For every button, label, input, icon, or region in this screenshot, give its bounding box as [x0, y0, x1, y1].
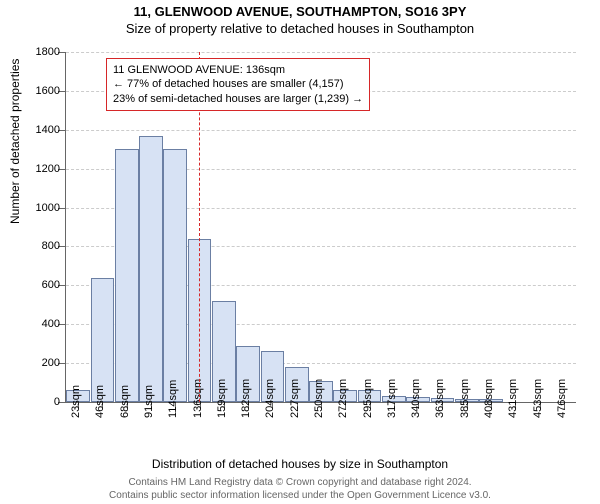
- histogram-chart: 02004006008001000120014001600180023sqm46…: [65, 52, 575, 402]
- y-tick-label: 1200: [20, 163, 60, 175]
- y-tick-label: 1800: [20, 46, 60, 58]
- histogram-bar: [139, 136, 163, 402]
- attribution-footer: Contains HM Land Registry data © Crown c…: [0, 477, 600, 502]
- x-axis-label: Distribution of detached houses by size …: [0, 457, 600, 471]
- y-tick-label: 600: [20, 279, 60, 291]
- histogram-bar: [115, 149, 139, 402]
- histogram-bar: [91, 278, 115, 402]
- page-title: 11, GLENWOOD AVENUE, SOUTHAMPTON, SO16 3…: [0, 4, 600, 19]
- footer-line: Contains HM Land Registry data © Crown c…: [0, 477, 600, 490]
- chart-subtitle: Size of property relative to detached ho…: [0, 21, 600, 36]
- y-tick-label: 800: [20, 240, 60, 252]
- y-tick-label: 200: [20, 357, 60, 369]
- annotation-line: 23% of semi-detached houses are larger (…: [113, 92, 363, 106]
- footer-line: Contains public sector information licen…: [0, 490, 600, 503]
- y-tick-label: 1600: [20, 85, 60, 97]
- y-tick-label: 0: [20, 396, 60, 408]
- y-tick-label: 1000: [20, 202, 60, 214]
- y-tick-label: 400: [20, 318, 60, 330]
- gridline: [66, 130, 576, 131]
- y-axis-label: Number of detached properties: [8, 59, 22, 224]
- plot-area: 02004006008001000120014001600180023sqm46…: [65, 52, 576, 403]
- y-tick-label: 1400: [20, 124, 60, 136]
- annotation-line: 11 GLENWOOD AVENUE: 136sqm: [113, 63, 363, 77]
- histogram-bar: [163, 149, 187, 402]
- page: 11, GLENWOOD AVENUE, SOUTHAMPTON, SO16 3…: [0, 4, 600, 504]
- annotation-line: ← 77% of detached houses are smaller (4,…: [113, 77, 363, 91]
- annotation-box: 11 GLENWOOD AVENUE: 136sqm← 77% of detac…: [106, 58, 370, 111]
- gridline: [66, 52, 576, 53]
